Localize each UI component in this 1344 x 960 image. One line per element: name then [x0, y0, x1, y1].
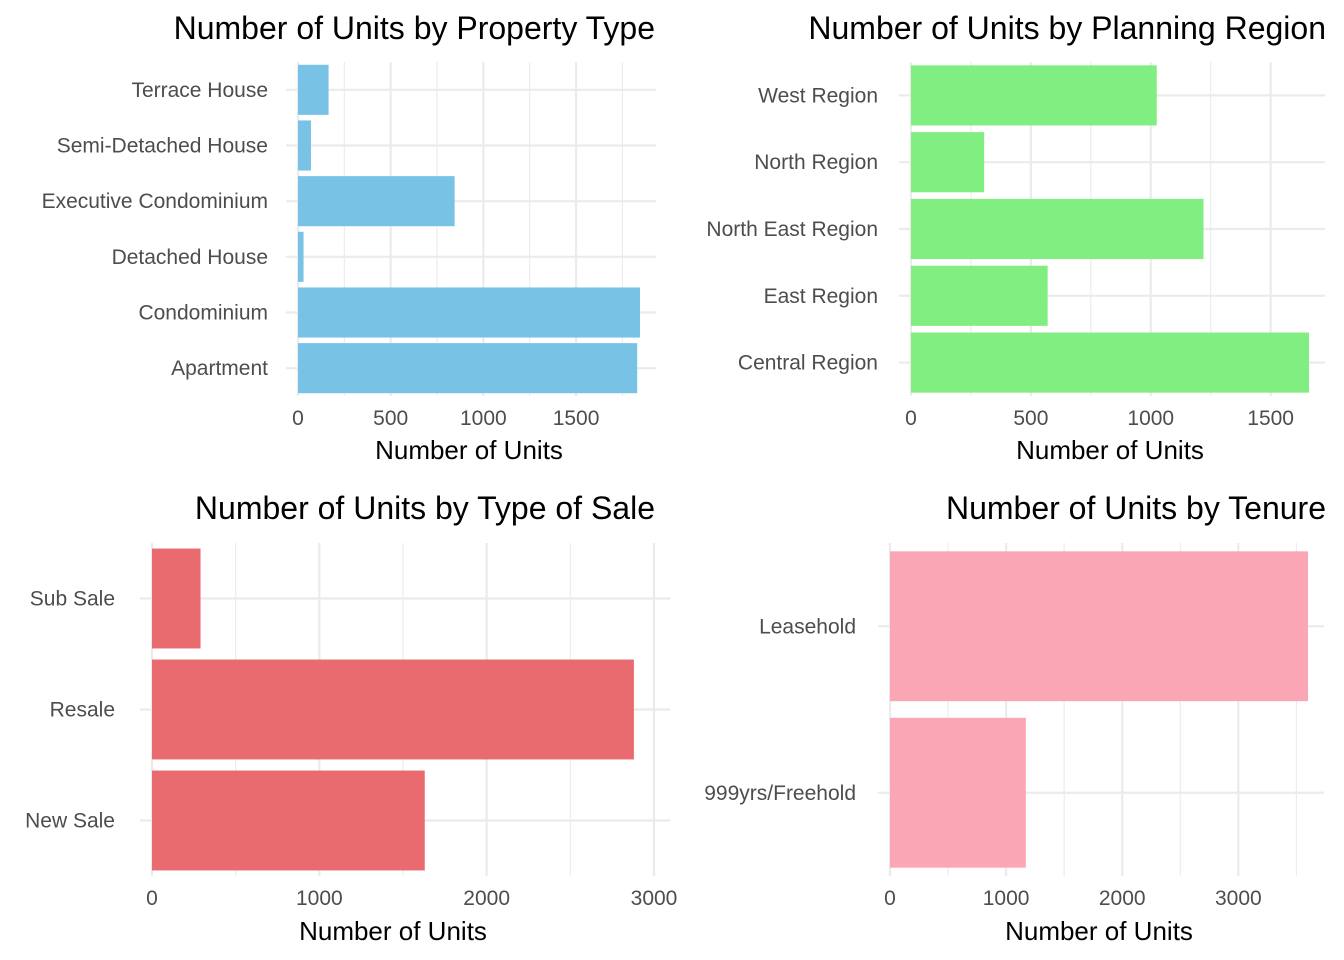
- x-axis-title: Number of Units: [299, 916, 487, 946]
- y-tick-label: North East Region: [706, 218, 878, 241]
- y-tick-label: Condominium: [138, 302, 268, 325]
- y-tick-label: West Region: [758, 84, 878, 107]
- y-tick-label: East Region: [764, 285, 878, 308]
- x-tick-label: 1000: [296, 887, 343, 910]
- bar-new-sale: [152, 770, 425, 871]
- chart-title: Number of Units by Property Type: [174, 10, 655, 46]
- x-axis-title: Number of Units: [375, 435, 563, 465]
- chart-title: Number of Units by Type of Sale: [195, 490, 655, 526]
- y-tick-label: Central Region: [738, 352, 878, 375]
- x-tick-label: 500: [1013, 407, 1048, 430]
- x-axis-title: Number of Units: [1005, 916, 1193, 946]
- y-tick-label: 999yrs/Freehold: [704, 782, 856, 805]
- bar-east-region: [911, 265, 1048, 326]
- chart-panel-4: 999yrs/Freehold Leasehold 0 1000 2000 3000 Num…: [704, 490, 1326, 946]
- bar-semi-detached-house: [298, 120, 311, 171]
- y-tick-label: Semi-Detached House: [57, 135, 268, 158]
- bar-apartment: [298, 343, 638, 394]
- chart-title: Number of Units by Planning Region: [808, 10, 1326, 46]
- bar-west-region: [911, 65, 1157, 126]
- x-tick-label: 2000: [1099, 887, 1146, 910]
- chart-panel-3: New Sale Resale Sub Sale 0 1000 2000 3000 Numbe…: [25, 490, 677, 946]
- x-tick-label: 1500: [553, 407, 600, 430]
- x-tick-label: 1000: [460, 407, 507, 430]
- chart-title: Number of Units by Tenure: [946, 490, 1326, 526]
- bar-999yrs-freehold: [890, 717, 1026, 868]
- x-tick-label: 3000: [631, 887, 678, 910]
- bar-sub-sale: [152, 548, 201, 649]
- x-tick-label: 500: [373, 407, 408, 430]
- y-tick-label: Terrace House: [131, 79, 268, 102]
- chart-panel-1: Apartment Condominium Detached House Execut…: [42, 10, 656, 465]
- bar-north-east-region: [911, 198, 1204, 260]
- y-tick-label: North Region: [754, 151, 878, 174]
- bar-central-region: [911, 332, 1309, 393]
- x-tick-label: 3000: [1215, 887, 1262, 910]
- x-tick-label: 1000: [1127, 407, 1174, 430]
- x-tick-label: 0: [146, 887, 158, 910]
- y-tick-label: Apartment: [171, 357, 268, 380]
- y-tick-label: Detached House: [112, 246, 268, 269]
- y-tick-label: Resale: [50, 699, 115, 722]
- x-tick-label: 2000: [463, 887, 510, 910]
- bar-north-region: [911, 132, 985, 193]
- y-tick-label: Executive Condominium: [42, 190, 268, 213]
- x-tick-label: 1500: [1247, 407, 1294, 430]
- bar-leasehold: [890, 551, 1308, 702]
- x-axis-title: Number of Units: [1016, 435, 1204, 465]
- bar-resale: [152, 659, 634, 760]
- x-tick-label: 0: [292, 407, 304, 430]
- x-tick-label: 1000: [983, 887, 1030, 910]
- y-tick-label: Leasehold: [759, 615, 856, 638]
- bar-executive-condominium: [298, 176, 455, 227]
- bar-detached-house: [298, 231, 304, 282]
- x-tick-label: 0: [905, 407, 917, 430]
- bar-condominium: [298, 287, 640, 338]
- bar-terrace-house: [298, 64, 329, 115]
- y-tick-label: Sub Sale: [30, 588, 115, 611]
- chart-panel-2: Central Region East Region North East Regi…: [706, 10, 1326, 465]
- x-tick-label: 0: [884, 887, 896, 910]
- y-tick-label: New Sale: [25, 810, 115, 833]
